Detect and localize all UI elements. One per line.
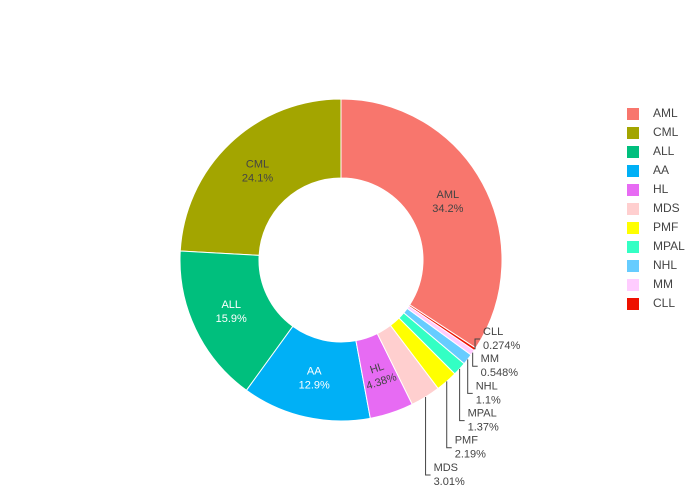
legend-label: AA [653, 163, 669, 177]
slice [179, 98, 342, 256]
legend-swatch [627, 146, 639, 158]
legend-item[interactable]: CLL [627, 296, 675, 310]
legend-swatch [627, 298, 639, 310]
slice-name: CLL [483, 326, 503, 338]
slice-value: 15.9% [216, 313, 247, 325]
slice-value: 0.274% [483, 340, 521, 352]
legend-item[interactable]: CML [627, 125, 679, 139]
slice-value: 12.9% [299, 379, 330, 391]
legend-swatch [627, 260, 639, 272]
slice-name: CML [246, 159, 269, 171]
slice-value: 2.19% [455, 449, 486, 461]
legend-item[interactable]: HL [627, 182, 669, 196]
legend-label: PMF [653, 220, 678, 234]
legend-item[interactable]: MM [627, 277, 673, 291]
legend-swatch [627, 108, 639, 120]
slice-value: 1.37% [468, 422, 499, 434]
legend-label: MDS [653, 201, 680, 215]
legend-label: MPAL [653, 239, 685, 253]
slice-label: CML 24.1% [242, 159, 273, 185]
leader-line [472, 352, 478, 367]
legend-item[interactable]: AML [627, 106, 678, 120]
legend-swatch [627, 165, 639, 177]
legend-item[interactable]: ALL [627, 144, 675, 158]
slice-value: 1.1% [476, 394, 501, 406]
legend-label: NHL [653, 258, 677, 272]
slice-name: MM [481, 353, 499, 365]
slice-value: 3.01% [434, 476, 465, 488]
leader-line [474, 338, 481, 350]
legend-label: AML [653, 106, 678, 120]
legend-swatch [627, 279, 639, 291]
slice-name: HL [369, 361, 386, 377]
legend-item[interactable]: NHL [627, 258, 677, 272]
slice [398, 312, 465, 375]
slice-label: AML 34.2% [432, 189, 463, 215]
legend-item[interactable]: AA [627, 163, 669, 177]
slice [245, 325, 371, 422]
slice-name: MDS [434, 462, 458, 474]
slice-value: 34.2% [432, 203, 463, 215]
legend-label: CML [653, 125, 679, 139]
legend-swatch [627, 184, 639, 196]
legend-swatch [627, 203, 639, 215]
slice-name: ALL [221, 299, 241, 311]
slice-label: AA 12.9% [299, 365, 330, 391]
slice-name: MPAL [468, 408, 497, 420]
slice-name: PMF [455, 435, 479, 447]
legend-swatch [627, 222, 639, 234]
slice [389, 317, 456, 390]
legend-label: HL [653, 182, 669, 196]
slice [179, 250, 294, 392]
slice [355, 332, 413, 419]
legend-label: ALL [653, 144, 675, 158]
slice-name: AA [307, 365, 322, 377]
slice-value: 24.1% [242, 173, 273, 185]
donut: AML34.2%CML24.1%ALL15.9%AA12.9%HL4.38%MD… [179, 98, 521, 488]
slice-name: AML [437, 189, 460, 201]
legend-item[interactable]: PMF [627, 220, 678, 234]
leader-line [425, 397, 431, 476]
legend-label: MM [653, 277, 673, 291]
slice-value: 0.548% [481, 367, 519, 379]
legend-label: CLL [653, 296, 675, 310]
slice [376, 324, 439, 406]
leader-line [446, 381, 452, 449]
legend-item[interactable]: MPAL [627, 239, 685, 253]
leader-line [467, 359, 473, 394]
legend-item[interactable]: MDS [627, 201, 680, 215]
legend: AML CML ALL AA HL MDS PMF MPAL NHL MM CLL [627, 106, 685, 310]
leader-line [459, 368, 465, 422]
slice [340, 98, 503, 349]
slice-label: ALL 15.9% [216, 299, 247, 325]
slice-name: NHL [476, 380, 498, 392]
legend-swatch [627, 127, 639, 139]
legend-swatch [627, 241, 639, 253]
